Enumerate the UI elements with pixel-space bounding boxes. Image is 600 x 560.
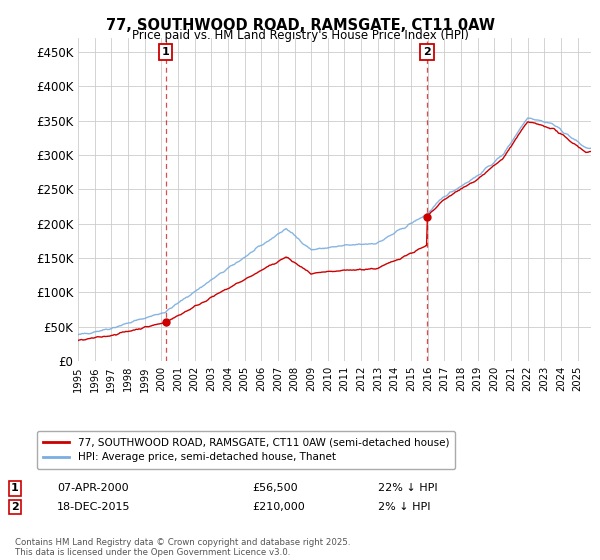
Text: 1: 1 [11, 483, 19, 493]
Text: Contains HM Land Registry data © Crown copyright and database right 2025.
This d: Contains HM Land Registry data © Crown c… [15, 538, 350, 557]
Text: 2% ↓ HPI: 2% ↓ HPI [378, 502, 431, 512]
Text: £56,500: £56,500 [252, 483, 298, 493]
Text: 77, SOUTHWOOD ROAD, RAMSGATE, CT11 0AW: 77, SOUTHWOOD ROAD, RAMSGATE, CT11 0AW [106, 18, 494, 33]
Text: 2: 2 [11, 502, 19, 512]
Text: Price paid vs. HM Land Registry's House Price Index (HPI): Price paid vs. HM Land Registry's House … [131, 29, 469, 42]
Text: £210,000: £210,000 [252, 502, 305, 512]
Text: 1: 1 [162, 47, 170, 57]
Legend: 77, SOUTHWOOD ROAD, RAMSGATE, CT11 0AW (semi-detached house), HPI: Average price: 77, SOUTHWOOD ROAD, RAMSGATE, CT11 0AW (… [37, 431, 455, 469]
Text: 07-APR-2000: 07-APR-2000 [57, 483, 128, 493]
Text: 2: 2 [423, 47, 431, 57]
Text: 18-DEC-2015: 18-DEC-2015 [57, 502, 131, 512]
Text: 22% ↓ HPI: 22% ↓ HPI [378, 483, 437, 493]
